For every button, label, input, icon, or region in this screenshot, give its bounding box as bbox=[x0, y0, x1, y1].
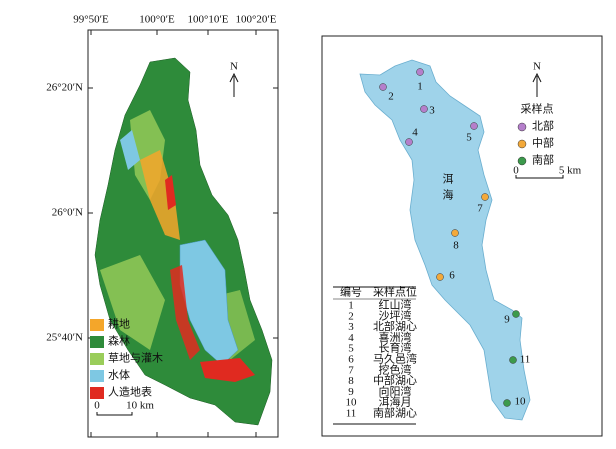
legend-swatch bbox=[90, 387, 104, 399]
sample-label: 1 bbox=[417, 81, 423, 93]
legend-swatch bbox=[90, 353, 104, 365]
sample-label: 10 bbox=[515, 396, 527, 408]
scale-label: 5 km bbox=[559, 165, 582, 177]
sample-point bbox=[470, 122, 478, 130]
x-tick-label: 100°0′E bbox=[139, 14, 175, 26]
table-cell: 5 bbox=[348, 343, 354, 355]
table-cell: 挖色湾 bbox=[379, 362, 412, 376]
table-cell: 6 bbox=[348, 354, 354, 366]
right-map-frame bbox=[321, 35, 603, 437]
sample-label: 3 bbox=[429, 105, 435, 117]
legend-title: 采样点 bbox=[521, 102, 554, 116]
basin bbox=[94, 57, 273, 426]
legend-swatch bbox=[90, 370, 104, 382]
legend-label: 水体 bbox=[108, 368, 130, 382]
sample-point bbox=[420, 105, 428, 113]
lake-label: 洱 bbox=[443, 173, 454, 186]
sample-point bbox=[405, 138, 413, 146]
table-cell: 3 bbox=[348, 321, 354, 333]
legend-label: 草地与灌木 bbox=[108, 352, 163, 365]
table-cell: 4 bbox=[348, 332, 354, 344]
legend-swatch bbox=[90, 319, 104, 331]
sample-label: 5 bbox=[466, 132, 472, 144]
scale-bar bbox=[515, 175, 564, 179]
table-cell: 9 bbox=[348, 386, 354, 398]
sample-label: 7 bbox=[477, 203, 483, 215]
sample-point bbox=[379, 83, 387, 91]
north-arrow-head bbox=[532, 72, 542, 83]
sample-point bbox=[509, 356, 517, 364]
sample-label: 11 bbox=[520, 354, 531, 366]
sample-label: 8 bbox=[453, 240, 459, 252]
x-tick-label: 99°50′E bbox=[73, 14, 109, 26]
legend-label: 中部 bbox=[532, 136, 554, 150]
legend-marker bbox=[517, 156, 527, 166]
sample-point bbox=[503, 399, 511, 407]
table-cell: 10 bbox=[346, 397, 358, 409]
table-cell: 北部湖心 bbox=[373, 319, 417, 333]
sample-point bbox=[481, 193, 489, 201]
table-cell: 1 bbox=[348, 300, 354, 312]
legend-marker bbox=[517, 122, 527, 132]
legend-swatch bbox=[90, 336, 104, 348]
legend-label: 北部 bbox=[532, 119, 554, 133]
y-tick-label: 26°0′N bbox=[52, 207, 83, 219]
table-cell: 7 bbox=[348, 364, 354, 376]
table-header: 编号 bbox=[340, 285, 362, 299]
north-label: N bbox=[533, 61, 541, 73]
y-tick-label: 25°40′N bbox=[46, 332, 83, 344]
sample-point bbox=[512, 310, 520, 318]
table-cell: 喜洲湾 bbox=[379, 330, 412, 344]
legend-label: 人造地表 bbox=[108, 385, 152, 399]
sample-label: 9 bbox=[504, 314, 510, 326]
north-arrow-head bbox=[229, 72, 239, 83]
lake bbox=[359, 59, 531, 421]
scale-label: 0 bbox=[513, 165, 519, 177]
table-header: 采样点位 bbox=[373, 285, 417, 299]
sample-label: 6 bbox=[449, 270, 455, 282]
table-cell: 11 bbox=[346, 408, 357, 420]
north-label: N bbox=[230, 61, 238, 73]
legend-label: 森林 bbox=[108, 334, 130, 348]
sample-label: 4 bbox=[412, 127, 418, 139]
table-cell: 长育湾 bbox=[379, 341, 412, 355]
table-cell: 马久邑湾 bbox=[373, 352, 417, 366]
scale-bar bbox=[96, 412, 133, 416]
y-tick-label: 26°20′N bbox=[46, 82, 83, 94]
x-tick-label: 100°10′E bbox=[187, 14, 228, 26]
left-map-frame bbox=[87, 29, 279, 438]
sample-point bbox=[416, 68, 424, 76]
scale-label: 0 bbox=[94, 400, 100, 412]
scale-label: 10 km bbox=[126, 400, 154, 412]
sample-label: 2 bbox=[388, 91, 394, 103]
table-background bbox=[330, 284, 420, 426]
table-cell: 8 bbox=[348, 375, 354, 387]
sample-point bbox=[436, 273, 444, 281]
sample-point bbox=[451, 229, 459, 237]
legend-marker bbox=[517, 139, 527, 149]
table-cell: 向阳湾 bbox=[379, 384, 412, 398]
lake-label: 海 bbox=[443, 188, 454, 202]
table-cell: 中部湖心 bbox=[373, 373, 417, 387]
table-cell: 洱海月 bbox=[379, 395, 412, 409]
table-cell: 南部湖心 bbox=[373, 406, 417, 420]
table-cell: 红山湾 bbox=[379, 298, 412, 312]
legend-label: 耕地 bbox=[108, 317, 130, 331]
table-cell: 沙坪湾 bbox=[379, 308, 412, 322]
legend-label: 南部 bbox=[532, 153, 554, 167]
table-cell: 2 bbox=[348, 310, 354, 322]
x-tick-label: 100°20′E bbox=[235, 14, 276, 26]
